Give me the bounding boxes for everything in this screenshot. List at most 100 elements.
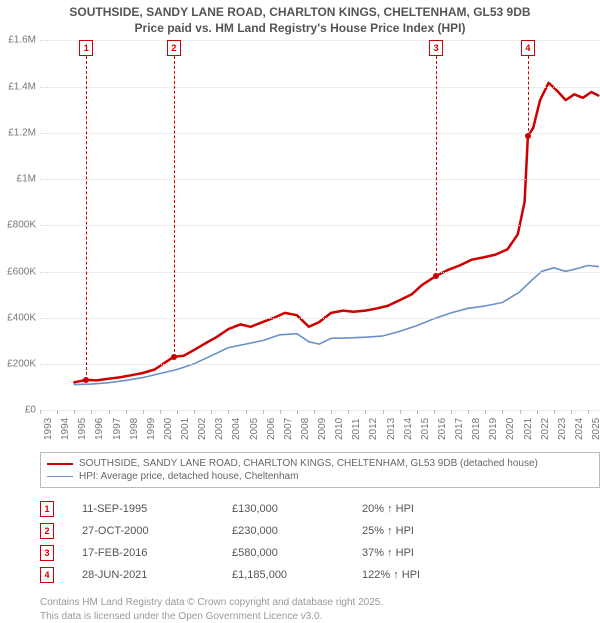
x-tick xyxy=(537,410,538,414)
grid-line xyxy=(40,364,600,365)
x-tick xyxy=(280,410,281,414)
title-line2: Price paid vs. HM Land Registry's House … xyxy=(0,20,600,36)
footer-line1: Contains HM Land Registry data © Crown c… xyxy=(40,596,600,610)
marker-box: 3 xyxy=(429,40,443,56)
y-tick-label: £200K xyxy=(7,359,40,370)
table-row: 227-OCT-2000£230,00025% ↑ HPI xyxy=(40,520,600,542)
row-marker: 4 xyxy=(40,567,54,583)
x-tick xyxy=(91,410,92,414)
x-tick-label: 1997 xyxy=(112,418,123,440)
x-tick-label: 2014 xyxy=(403,418,414,440)
x-axis-labels: 1993199419951996199719981999200020012002… xyxy=(40,410,600,450)
x-tick xyxy=(383,410,384,414)
x-tick xyxy=(211,410,212,414)
row-delta: 25% ↑ HPI xyxy=(362,525,600,537)
x-tick xyxy=(263,410,264,414)
grid-line xyxy=(40,40,600,41)
x-tick-label: 2021 xyxy=(523,418,534,440)
x-tick xyxy=(177,410,178,414)
marker-box: 1 xyxy=(79,40,93,56)
x-tick xyxy=(297,410,298,414)
row-delta: 122% ↑ HPI xyxy=(362,569,600,581)
x-tick xyxy=(434,410,435,414)
y-tick-label: £1M xyxy=(17,174,40,185)
plot-area: £0£200K£400K£600K£800K£1M£1.2M£1.4M£1.6M… xyxy=(40,40,600,410)
transaction-table: 111-SEP-1995£130,00020% ↑ HPI227-OCT-200… xyxy=(40,498,600,586)
x-tick xyxy=(571,410,572,414)
y-tick-label: £600K xyxy=(7,266,40,277)
x-tick xyxy=(314,410,315,414)
grid-line xyxy=(40,133,600,134)
row-price: £580,000 xyxy=(232,547,362,559)
grid-line xyxy=(40,272,600,273)
x-tick-label: 2019 xyxy=(488,418,499,440)
marker-line xyxy=(174,56,175,357)
x-tick-label: 2024 xyxy=(574,418,585,440)
marker-dot xyxy=(525,133,531,139)
x-tick-label: 1993 xyxy=(43,418,54,440)
x-tick xyxy=(160,410,161,414)
x-tick-label: 2020 xyxy=(505,418,516,440)
legend-label: SOUTHSIDE, SANDY LANE ROAD, CHARLTON KIN… xyxy=(79,458,538,469)
x-tick xyxy=(40,410,41,414)
marker-line xyxy=(528,56,529,136)
row-marker: 2 xyxy=(40,523,54,539)
legend-label: HPI: Average price, detached house, Chel… xyxy=(79,471,298,482)
marker-dot xyxy=(433,273,439,279)
x-tick xyxy=(331,410,332,414)
marker-line xyxy=(86,56,87,380)
grid-line xyxy=(40,179,600,180)
x-tick-label: 2015 xyxy=(420,418,431,440)
row-delta: 20% ↑ HPI xyxy=(362,503,600,515)
y-tick-label: £800K xyxy=(7,220,40,231)
x-tick-label: 2007 xyxy=(283,418,294,440)
y-tick-label: £1.4M xyxy=(8,81,40,92)
marker-dot xyxy=(171,354,177,360)
x-tick-label: 2023 xyxy=(557,418,568,440)
x-tick-label: 1998 xyxy=(129,418,140,440)
marker-dot xyxy=(83,377,89,383)
x-tick xyxy=(588,410,589,414)
table-row: 317-FEB-2016£580,00037% ↑ HPI xyxy=(40,542,600,564)
legend-swatch xyxy=(47,476,73,477)
table-row: 4 28-JUN-2021£1,185,000122% ↑ HPI xyxy=(40,564,600,586)
x-tick-label: 2022 xyxy=(540,418,551,440)
x-tick xyxy=(194,410,195,414)
x-tick xyxy=(365,410,366,414)
x-tick xyxy=(246,410,247,414)
row-date: 28-JUN-2021 xyxy=(82,569,232,581)
x-tick xyxy=(451,410,452,414)
y-tick-label: £1.2M xyxy=(8,127,40,138)
x-tick-label: 2025 xyxy=(591,418,600,440)
row-price: £1,185,000 xyxy=(232,569,362,581)
x-tick-label: 2009 xyxy=(317,418,328,440)
x-tick-label: 2017 xyxy=(454,418,465,440)
x-tick xyxy=(126,410,127,414)
row-delta: 37% ↑ HPI xyxy=(362,547,600,559)
row-price: £130,000 xyxy=(232,503,362,515)
x-tick-label: 2005 xyxy=(249,418,260,440)
x-tick-label: 1994 xyxy=(60,418,71,440)
marker-line xyxy=(436,56,437,276)
x-tick xyxy=(228,410,229,414)
marker-box: 2 xyxy=(167,40,181,56)
x-tick-label: 1995 xyxy=(77,418,88,440)
x-tick xyxy=(520,410,521,414)
row-date: 11-SEP-1995 xyxy=(82,503,232,515)
x-tick xyxy=(468,410,469,414)
row-marker: 3 xyxy=(40,545,54,561)
x-tick-label: 2004 xyxy=(231,418,242,440)
x-tick xyxy=(74,410,75,414)
chart-title: SOUTHSIDE, SANDY LANE ROAD, CHARLTON KIN… xyxy=(0,0,600,36)
series-hpi xyxy=(74,266,598,385)
x-tick-label: 2013 xyxy=(386,418,397,440)
x-tick xyxy=(417,410,418,414)
legend: SOUTHSIDE, SANDY LANE ROAD, CHARLTON KIN… xyxy=(40,452,600,488)
row-price: £230,000 xyxy=(232,525,362,537)
x-tick xyxy=(554,410,555,414)
grid-line xyxy=(40,87,600,88)
x-tick-label: 2018 xyxy=(471,418,482,440)
y-tick-label: £0 xyxy=(25,405,40,416)
marker-box: 4 xyxy=(521,40,535,56)
x-tick-label: 2006 xyxy=(266,418,277,440)
